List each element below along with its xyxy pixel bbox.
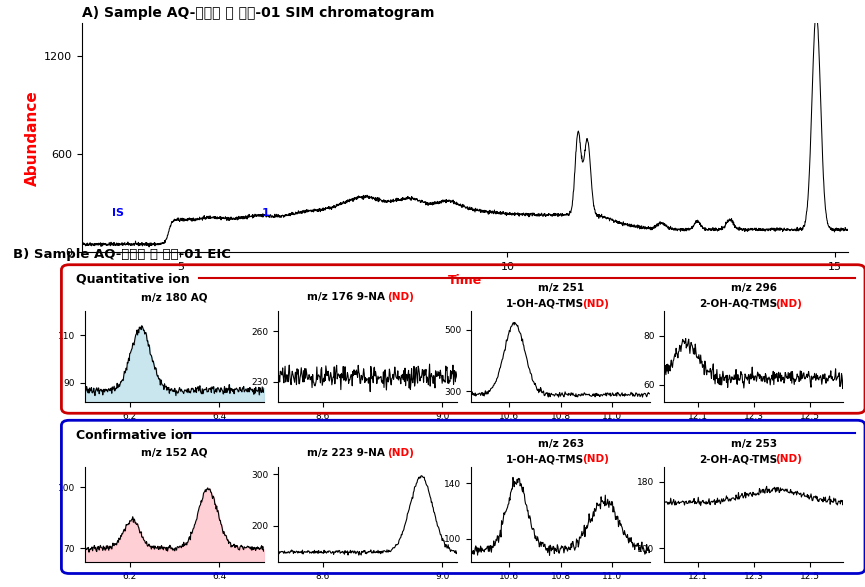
Text: m/z 152 AQ: m/z 152 AQ: [141, 448, 208, 458]
Text: 1-OH-AQ-TMS: 1-OH-AQ-TMS: [506, 299, 584, 309]
Text: 1-OH-AQ-TMS: 1-OH-AQ-TMS: [506, 454, 584, 464]
Text: (ND): (ND): [775, 454, 802, 464]
Text: m/z 223 9-NA: m/z 223 9-NA: [307, 448, 385, 458]
Text: 1: 1: [261, 208, 269, 218]
Text: 2-OH-AQ-TMS: 2-OH-AQ-TMS: [699, 299, 778, 309]
Text: (ND): (ND): [387, 448, 413, 458]
Text: 2-OH-AQ-TMS: 2-OH-AQ-TMS: [699, 454, 778, 464]
Text: m/z 263: m/z 263: [537, 439, 584, 449]
Text: (ND): (ND): [582, 299, 609, 309]
Text: (ND): (ND): [387, 292, 413, 302]
Text: (ND): (ND): [775, 299, 802, 309]
X-axis label: Time: Time: [448, 274, 482, 286]
Text: m/z 296: m/z 296: [731, 284, 777, 294]
Text: Confirmative ion: Confirmative ion: [76, 429, 192, 441]
Y-axis label: Abundance: Abundance: [25, 90, 40, 186]
Text: A) Sample AQ-도시락 및 박스-01 SIM chromatogram: A) Sample AQ-도시락 및 박스-01 SIM chromatogra…: [82, 5, 435, 19]
Text: IS: IS: [112, 208, 125, 218]
Text: m/z 251: m/z 251: [537, 284, 584, 294]
Text: Quantitative ion: Quantitative ion: [76, 273, 190, 286]
Text: m/z 176 9-NA: m/z 176 9-NA: [307, 292, 385, 302]
Text: m/z 180 AQ: m/z 180 AQ: [141, 292, 208, 302]
Text: B) Sample AQ-도시락 및 박스-01 EIC: B) Sample AQ-도시락 및 박스-01 EIC: [13, 248, 231, 261]
Text: (ND): (ND): [582, 454, 609, 464]
Text: m/z 253: m/z 253: [731, 439, 777, 449]
